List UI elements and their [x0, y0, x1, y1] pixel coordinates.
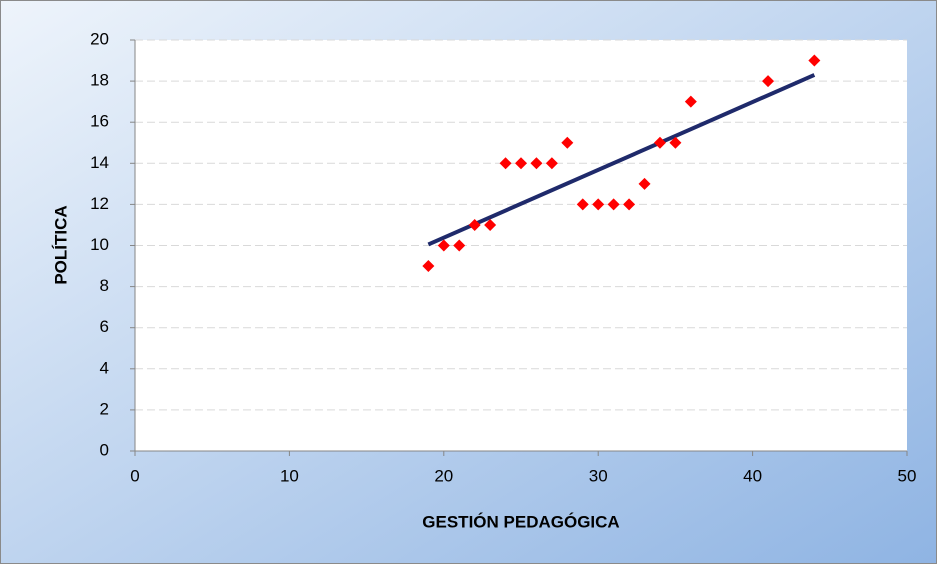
data-point [592, 198, 605, 211]
x-axis-title: GESTIÓN PEDAGÓGICA [422, 512, 619, 531]
y-tick-label: 14 [90, 153, 109, 172]
trendline [427, 73, 816, 247]
x-tick-label: 10 [280, 466, 299, 485]
data-point [653, 136, 666, 149]
data-point [576, 198, 589, 211]
x-tick-label: 40 [743, 466, 762, 485]
data-point [607, 198, 620, 211]
y-tick-label: 6 [100, 317, 109, 336]
data-point [484, 218, 497, 231]
y-tick-label: 8 [100, 276, 109, 295]
y-tick-label: 20 [90, 29, 109, 48]
y-tick-label: 10 [90, 235, 109, 254]
data-point [422, 260, 435, 273]
data-point [638, 177, 651, 190]
data-point [468, 218, 481, 231]
y-tick-label: 2 [100, 399, 109, 418]
data-point [623, 198, 636, 211]
data-point [669, 136, 682, 149]
y-tick-label: 12 [90, 194, 109, 213]
data-point [684, 95, 697, 108]
y-axis-title: POLÍTICA [51, 205, 70, 284]
data-point [561, 136, 574, 149]
data-point [437, 239, 450, 252]
y-tick-label: 0 [100, 440, 109, 459]
x-tick-label: 20 [434, 466, 453, 485]
data-point [808, 54, 821, 67]
y-tick-label: 4 [100, 358, 109, 377]
y-tick-label: 18 [90, 71, 109, 90]
data-point [762, 75, 775, 88]
data-point [515, 157, 527, 170]
data-point [530, 157, 543, 170]
y-tick-label: 16 [90, 112, 109, 131]
x-tick-label: 30 [589, 466, 608, 485]
x-tick-label: 50 [898, 466, 917, 485]
data-point [499, 157, 512, 170]
data-point [453, 239, 466, 252]
x-tick-label: 0 [130, 466, 139, 485]
data-point [545, 157, 558, 170]
